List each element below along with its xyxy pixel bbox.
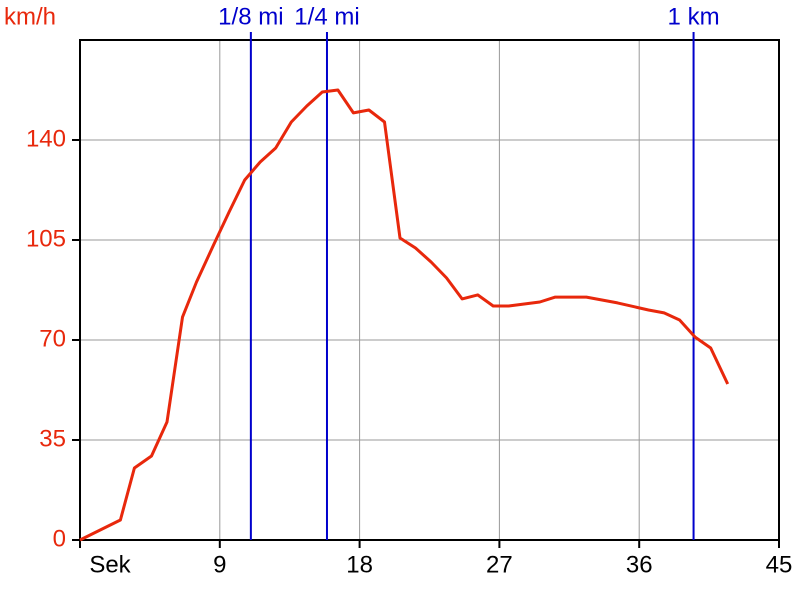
y-tick-label: 0 bbox=[53, 525, 66, 552]
distance-marker-label: 1/4 mi bbox=[294, 3, 359, 30]
speed-line bbox=[79, 88, 730, 542]
x-tick-label: 36 bbox=[626, 551, 653, 578]
y-tick-label: 70 bbox=[39, 325, 66, 352]
distance-marker-label: 1 km bbox=[668, 3, 720, 30]
y-axis-label: km/h bbox=[4, 3, 56, 30]
distance-marker-label: 1/8 mi bbox=[218, 3, 283, 30]
x-tick-label: 45 bbox=[766, 551, 793, 578]
x-tick-label: 18 bbox=[346, 551, 373, 578]
plot-frame bbox=[79, 39, 780, 541]
y-tick-label: 35 bbox=[39, 425, 66, 452]
y-tick-label: 105 bbox=[26, 225, 66, 252]
y-tick-label: 140 bbox=[26, 125, 66, 152]
x-tick-label: 27 bbox=[486, 551, 513, 578]
x-tick-label: Sek bbox=[89, 551, 131, 578]
x-tick-label: 9 bbox=[213, 551, 226, 578]
